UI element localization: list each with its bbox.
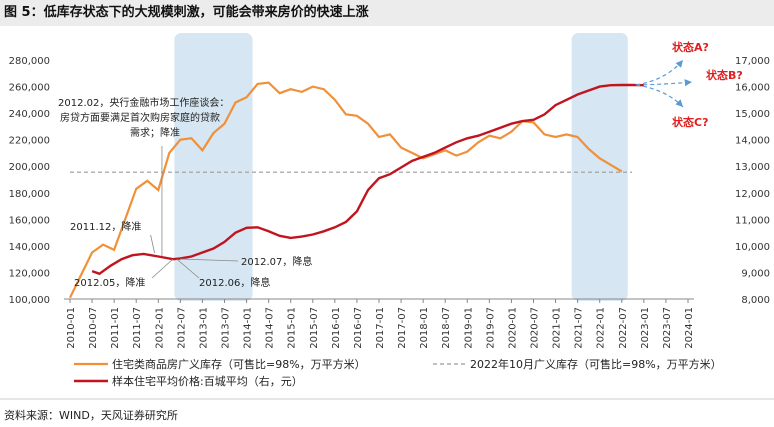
y-left-tick-label: 280,000 bbox=[9, 56, 50, 67]
x-tick-label: 2020-07 bbox=[530, 307, 541, 349]
y-right-tick-label: 15,000 bbox=[735, 109, 770, 120]
x-tick-label: 2015-07 bbox=[309, 307, 320, 349]
y-right-tick-label: 11,000 bbox=[735, 215, 770, 226]
y-right-tick-label: 10,000 bbox=[735, 242, 770, 253]
y-left-tick-label: 160,000 bbox=[9, 215, 50, 226]
x-tick-label: 2018-07 bbox=[441, 307, 452, 349]
x-tick-label: 2017-07 bbox=[397, 307, 408, 349]
annotation-2012-06-leader bbox=[176, 258, 200, 279]
annotation-2012-02: 房贷方面要满足首次购房家庭的贷款 bbox=[60, 111, 220, 124]
x-tick-label: 2014-07 bbox=[265, 307, 276, 349]
y-left-tick-label: 100,000 bbox=[9, 295, 50, 306]
x-tick-label: 2011-01 bbox=[110, 307, 121, 349]
scenario-arrow-3 bbox=[635, 84, 684, 108]
y-right-tick-label: 8,000 bbox=[741, 295, 770, 306]
x-tick-label: 2018-01 bbox=[419, 307, 430, 349]
y-left-tick-label: 260,000 bbox=[9, 83, 50, 94]
shaded-period-2 bbox=[571, 33, 628, 301]
price-line bbox=[91, 83, 644, 276]
legend-label-reference: 2022年10月广义库存（可售比=98%，万平方米） bbox=[470, 357, 722, 371]
x-tick-label: 2013-01 bbox=[198, 307, 209, 349]
x-tick-label: 2010-01 bbox=[66, 307, 77, 349]
x-tick-label: 2013-07 bbox=[221, 307, 232, 349]
y-right-tick-label: 16,000 bbox=[735, 83, 770, 94]
scenario-label-2: 状态B? bbox=[706, 68, 743, 82]
x-tick-label: 2021-01 bbox=[552, 307, 563, 349]
annotation-2012-07-leader bbox=[180, 258, 239, 262]
y-left-tick-label: 140,000 bbox=[9, 242, 50, 253]
x-tick-label: 2016-01 bbox=[331, 307, 342, 349]
annotation-2012-05-leader bbox=[151, 258, 174, 279]
x-tick-label: 2015-01 bbox=[287, 307, 298, 349]
x-tick-label: 2021-07 bbox=[574, 307, 585, 349]
legend: 住宅类商品房广义库存（可售比=98%，万平方米） 2022年10月广义库存（可售比… bbox=[0, 357, 774, 400]
source-note: 资料来源：WIND，天风证券研究所 bbox=[4, 408, 178, 422]
annotation-2012-02: 2012.02，央行金融市场工作座谈会： bbox=[58, 96, 229, 109]
x-tick-label: 2012-07 bbox=[176, 307, 187, 349]
x-tick-label: 2023-01 bbox=[640, 307, 651, 349]
x-tick-label: 2022-07 bbox=[618, 307, 629, 349]
x-tick-label: 2012-01 bbox=[154, 307, 165, 349]
x-tick-label: 2014-01 bbox=[243, 307, 254, 349]
x-tick-label: 2024-01 bbox=[684, 307, 695, 349]
x-axis: 2010-01 2010-07 2011-01 2011-07 2012-01 2012-… bbox=[64, 298, 695, 349]
annotation-2012-07: 2012.07，降息 bbox=[241, 255, 312, 268]
scenario-label-1: 状态A? bbox=[672, 40, 709, 54]
y-axis-left: 100,000 120,000 140,000 160,000 180,000 200,0… bbox=[9, 56, 50, 306]
figure-title: 图 5：低库存状态下的大规模刺激，可能会带来房价的快速上涨 bbox=[0, 0, 774, 26]
annotations: 2012.02，央行金融市场工作座谈会： 房贷方面要满足首次购房家庭的贷款需求；降… bbox=[58, 96, 312, 289]
legend-label-inventory: 住宅类商品房广义库存（可售比=98%，万平方米） bbox=[112, 357, 366, 371]
y-left-tick-label: 220,000 bbox=[9, 136, 50, 147]
annotation-2011-12-leader bbox=[150, 234, 155, 254]
annotation-2011-12: 2011.12，降准 bbox=[70, 220, 141, 233]
annotation-2012-05: 2012.05，降准 bbox=[74, 276, 145, 289]
y-axis-right: 8,000 9,000 10,000 11,000 12,000 13,000 14,000… bbox=[735, 56, 770, 306]
y-right-tick-label: 9,000 bbox=[741, 268, 770, 279]
x-tick-label: 2019-07 bbox=[485, 307, 496, 349]
annotation-2012-06: 2012.06，降息 bbox=[199, 276, 270, 289]
x-tick-label: 2022-01 bbox=[596, 307, 607, 349]
y-left-tick-label: 120,000 bbox=[9, 268, 50, 279]
y-left-tick-label: 180,000 bbox=[9, 189, 50, 200]
x-tick-label: 2016-07 bbox=[353, 307, 364, 349]
y-right-tick-label: 17,000 bbox=[735, 56, 770, 67]
y-right-tick-label: 14,000 bbox=[735, 136, 770, 147]
scenario-label-3: 状态C? bbox=[672, 115, 708, 129]
scenarios: 状态A? 状态B? 状态C? bbox=[635, 40, 743, 129]
y-right-tick-label: 12,000 bbox=[735, 189, 770, 200]
legend-label-price: 样本住宅平均价格:百城平均（右，元） bbox=[112, 374, 303, 388]
annotation-2012-02: 需求；降准 bbox=[130, 126, 180, 139]
x-tick-label: 2017-01 bbox=[375, 307, 386, 349]
scenario-arrow-2 bbox=[635, 79, 693, 87]
x-tick-label: 2010-07 bbox=[88, 307, 99, 349]
x-tick-label: 2019-01 bbox=[463, 307, 474, 349]
scenario-arrow-1 bbox=[635, 59, 684, 86]
x-tick-label: 2011-07 bbox=[132, 307, 143, 349]
y-left-tick-label: 240,000 bbox=[9, 109, 50, 120]
y-left-tick-label: 200,000 bbox=[9, 162, 50, 173]
x-tick-label: 2020-01 bbox=[507, 307, 518, 349]
y-right-tick-label: 13,000 bbox=[735, 162, 770, 173]
x-tick-label: 2023-07 bbox=[662, 307, 673, 349]
